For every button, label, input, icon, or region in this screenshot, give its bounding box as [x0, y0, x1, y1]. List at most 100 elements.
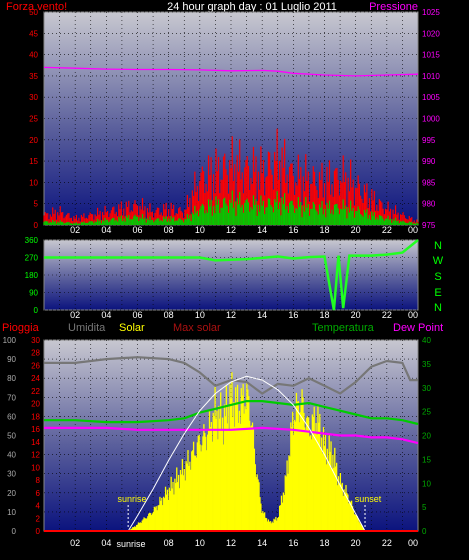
- humidity-line: [44, 356, 418, 395]
- humidity-tick-label: 30: [7, 470, 16, 479]
- direction-tick-label: 360: [25, 236, 39, 245]
- wind-tick-label: 40: [29, 51, 38, 60]
- temperature-tick-label: 5: [422, 503, 427, 512]
- x-tick-label: 20: [351, 538, 361, 548]
- wind-tick-label: 5: [34, 200, 39, 209]
- compass-e: E: [434, 287, 441, 299]
- rain-tick-label: 28: [31, 349, 40, 358]
- wind-tick-label: 30: [29, 93, 38, 102]
- x-tick-label: 02: [70, 310, 80, 320]
- x-tick-label: 04: [101, 225, 111, 235]
- rain-tick-label: 24: [31, 374, 40, 383]
- rain-tick-label: 6: [36, 489, 41, 498]
- solar-series: [128, 372, 366, 531]
- pressure-tick-label: 1020: [422, 29, 440, 38]
- dew-point-line: [44, 426, 419, 445]
- pressure-tick-label: 995: [422, 136, 436, 145]
- temperature-tick-label: 10: [422, 479, 431, 488]
- rain-tick-label: 4: [36, 502, 41, 511]
- pressure-tick-label: 1000: [422, 115, 440, 124]
- x-tick-label: 20: [351, 310, 361, 320]
- humidity-tick-label: 100: [3, 336, 17, 345]
- humidity-tick-label: 40: [7, 451, 16, 460]
- humidity-tick-label: 70: [7, 393, 16, 402]
- wind-tick-label: 45: [29, 29, 38, 38]
- temperature-tick-label: 25: [422, 408, 431, 417]
- x-tick-label: 00: [408, 310, 418, 320]
- legend-solar: Solar: [119, 322, 145, 334]
- x-tick-label: 06: [132, 225, 142, 235]
- legend-temperatura: Temperatura: [312, 322, 375, 334]
- compass-labels: N W S E N: [433, 240, 444, 314]
- x-tick-label: 18: [319, 310, 329, 320]
- rain-tick-label: 18: [31, 412, 40, 421]
- pressure-tick-label: 1010: [422, 72, 440, 81]
- x-tick-label: 10: [195, 538, 205, 548]
- rain-tick-label: 30: [31, 336, 40, 345]
- wind-tick-label: 20: [29, 136, 38, 145]
- direction-tick-label: 0: [34, 306, 39, 315]
- temperature-line: [44, 400, 419, 426]
- wind-tick-label: 0: [34, 221, 39, 230]
- temperature-tick-label: 20: [422, 432, 431, 441]
- pressure-tick-label: 975: [422, 221, 436, 230]
- pressure-tick-label: 990: [422, 157, 436, 166]
- temperature-tick-label: 15: [422, 455, 431, 464]
- x-tick-label: 18: [319, 225, 329, 235]
- x-tick-label: 14: [257, 225, 267, 235]
- pressure-tick-label: 1005: [422, 93, 440, 102]
- x-tick-label: 12: [226, 538, 236, 548]
- compass-n-bottom: N: [434, 302, 442, 314]
- x-tick-label: 04: [101, 310, 111, 320]
- wind-tick-label: 50: [29, 8, 38, 17]
- direction-panel: [43, 239, 419, 311]
- x-tick-label: 20: [351, 225, 361, 235]
- temperature-tick-label: 40: [422, 336, 431, 345]
- wind-direction-line: [44, 239, 419, 311]
- pressure-tick-label: 980: [422, 200, 436, 209]
- x-tick-label: 16: [288, 538, 298, 548]
- temperature-tick-label: 0: [422, 527, 427, 536]
- wind-tick-label: 35: [29, 72, 38, 81]
- pressure-tick-label: 1015: [422, 51, 440, 60]
- rain-tick-label: 12: [31, 451, 40, 460]
- pressure-axis-label: Pressione: [369, 1, 418, 13]
- humidity-tick-label: 10: [7, 508, 16, 517]
- rain-tick-label: 2: [36, 514, 41, 523]
- x-tick-label: 18: [319, 538, 329, 548]
- x-tick-label: 00: [408, 538, 418, 548]
- x-tick-label: 08: [164, 538, 174, 548]
- temperature-tick-label: 30: [422, 384, 431, 393]
- x-tick-label: 14: [257, 538, 267, 548]
- sunrise-label-plot: sunrise: [117, 494, 146, 504]
- x-tick-label: 16: [288, 225, 298, 235]
- x-tick-label: 08: [164, 225, 174, 235]
- direction-tick-label: 180: [25, 271, 39, 280]
- x-tick-label: 22: [382, 538, 392, 548]
- sunrise-label-axis: sunrise: [116, 539, 145, 549]
- wind-tick-label: 25: [29, 115, 38, 124]
- wind-tick-label: 15: [29, 157, 38, 166]
- x-tick-label: 06: [132, 310, 142, 320]
- humidity-tick-label: 50: [7, 432, 16, 441]
- legend-umidita: Umidita: [68, 322, 106, 334]
- wind-axis-label: Forza vento!: [6, 1, 67, 13]
- pressure-tick-label: 1025: [422, 8, 440, 17]
- legend: Pioggia Umidita Solar Max solar Temperat…: [2, 322, 443, 334]
- max-solar-line: [127, 375, 366, 532]
- x-tick-label: 12: [226, 225, 236, 235]
- direction-tick-label: 270: [25, 254, 39, 263]
- temperature-tick-label: 35: [422, 360, 431, 369]
- rain-tick-label: 22: [31, 387, 40, 396]
- x-tick-label: 02: [70, 538, 80, 548]
- compass-s: S: [434, 271, 441, 283]
- legend-dew-point: Dew Point: [393, 322, 443, 334]
- humidity-tick-label: 0: [12, 527, 17, 536]
- pressure-tick-label: 985: [422, 178, 436, 187]
- humidity-tick-label: 20: [7, 489, 16, 498]
- x-tick-label: 22: [382, 310, 392, 320]
- humidity-tick-label: 90: [7, 355, 16, 364]
- x-tick-label: 00: [408, 225, 418, 235]
- sunset-label-plot: sunset: [355, 494, 382, 504]
